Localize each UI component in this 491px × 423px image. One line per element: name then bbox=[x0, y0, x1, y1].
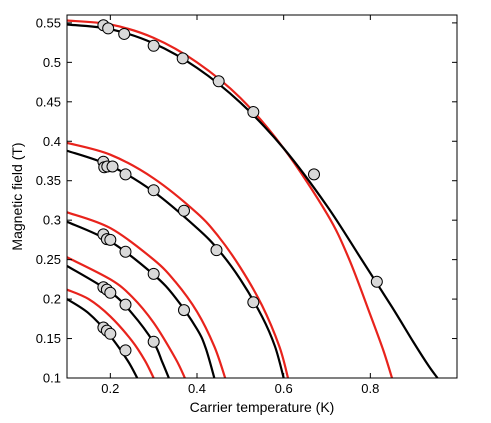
y-tick-label: 0.5 bbox=[43, 55, 61, 70]
red-curve-5 bbox=[67, 288, 155, 378]
plot-frame bbox=[66, 14, 458, 379]
x-tick-label: 0.4 bbox=[188, 381, 206, 396]
x-tick-label: 0.8 bbox=[361, 381, 379, 396]
red-curve-4 bbox=[67, 256, 186, 378]
y-tick-label: 0.3 bbox=[43, 213, 61, 228]
data-point-2-4 bbox=[106, 160, 119, 173]
data-point-4-5 bbox=[147, 335, 160, 348]
data-point-2-7 bbox=[178, 204, 190, 217]
data-point-1-8 bbox=[308, 168, 320, 181]
data-point-2-5 bbox=[119, 168, 132, 181]
data-point-1-3 bbox=[118, 27, 131, 40]
y-tick-label: 0.2 bbox=[43, 292, 61, 307]
red-curve-1 bbox=[67, 19, 394, 378]
y-tick-label: 0.35 bbox=[36, 173, 61, 188]
black-curve-5 bbox=[67, 298, 139, 378]
y-tick-label: 0.1 bbox=[43, 371, 61, 386]
data-point-2-9 bbox=[247, 296, 260, 309]
markers-layer bbox=[97, 19, 383, 357]
data-point-1-6 bbox=[212, 75, 225, 88]
y-axis-label: Magnetic field (T) bbox=[9, 142, 25, 250]
data-point-1-9 bbox=[370, 275, 383, 288]
red-curve-3 bbox=[67, 211, 227, 378]
data-point-5-3 bbox=[104, 327, 117, 340]
black-curve-2 bbox=[67, 149, 285, 378]
red-curve-2 bbox=[67, 141, 290, 378]
data-point-1-7 bbox=[247, 106, 260, 119]
data-point-1-2 bbox=[102, 22, 115, 35]
data-point-3-4 bbox=[119, 245, 132, 258]
y-tick-label: 0.45 bbox=[36, 94, 61, 109]
data-point-1-5 bbox=[176, 52, 189, 65]
y-tick-label: 0.4 bbox=[43, 134, 61, 149]
y-tick-label: 0.25 bbox=[36, 252, 61, 267]
data-point-3-3 bbox=[104, 233, 117, 246]
y-tick-label: 0.55 bbox=[36, 15, 61, 30]
x-tick-label: 0.2 bbox=[101, 381, 119, 396]
x-tick-label: 0.6 bbox=[275, 381, 293, 396]
data-point-3-6 bbox=[178, 304, 190, 317]
data-point-5-4 bbox=[119, 344, 132, 357]
ticks-layer: 0.2 0.4 0.6 0.8 0.1 0.15 0.2 0.25 0.3 0.35 0.4 0.45… bbox=[36, 15, 457, 396]
x-axis-label: Carrier temperature (K) bbox=[190, 399, 335, 415]
curves-layer bbox=[67, 19, 439, 378]
data-point-3-5 bbox=[147, 267, 160, 280]
data-point-2-6 bbox=[147, 184, 160, 197]
data-point-4-3 bbox=[104, 286, 117, 299]
y-tick-label: 0.15 bbox=[36, 331, 61, 346]
data-point-1-4 bbox=[147, 39, 160, 52]
black-curve-1 bbox=[67, 23, 439, 378]
data-point-2-8 bbox=[210, 244, 223, 257]
data-point-4-4 bbox=[119, 298, 132, 311]
